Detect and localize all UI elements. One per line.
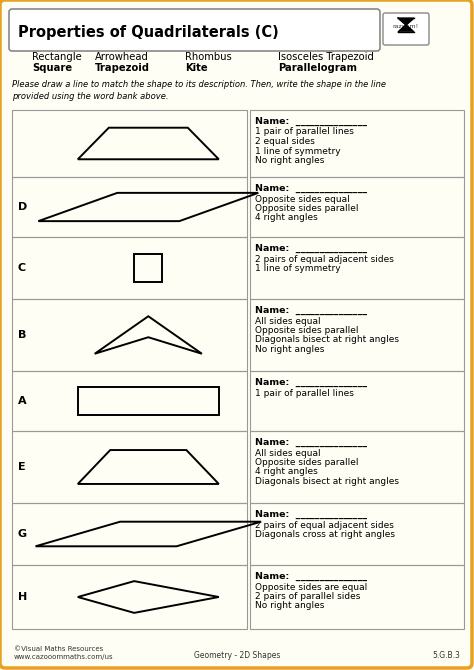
Bar <box>12 110 247 177</box>
Text: Name:  _______________: Name: _______________ <box>255 244 367 253</box>
Text: Kite: Kite <box>185 63 208 73</box>
Text: B: B <box>18 330 27 340</box>
Text: Arrowhead: Arrowhead <box>95 52 149 62</box>
Text: Geometry - 2D Shapes: Geometry - 2D Shapes <box>194 651 280 660</box>
Text: Diagonals bisect at right angles: Diagonals bisect at right angles <box>255 477 399 486</box>
Text: 1 pair of parallel lines: 1 pair of parallel lines <box>255 389 354 397</box>
Text: Opposite sides parallel: Opposite sides parallel <box>255 204 358 213</box>
Text: 2 pairs of equal adjacent sides: 2 pairs of equal adjacent sides <box>255 521 394 529</box>
Bar <box>250 431 464 503</box>
Text: No right angles: No right angles <box>255 602 324 610</box>
Text: Parallelogram: Parallelogram <box>278 63 357 73</box>
Text: 1 line of symmetry: 1 line of symmetry <box>255 147 341 155</box>
Text: Name:  _______________: Name: _______________ <box>255 510 367 519</box>
Text: Properties of Quadrilaterals (C): Properties of Quadrilaterals (C) <box>18 25 279 40</box>
Text: razoom!: razoom! <box>393 23 419 29</box>
Bar <box>250 237 464 299</box>
Bar <box>250 503 464 565</box>
FancyBboxPatch shape <box>383 13 429 45</box>
Bar <box>12 177 247 237</box>
Text: Name:  _______________: Name: _______________ <box>255 306 367 315</box>
FancyBboxPatch shape <box>9 9 380 51</box>
Text: Diagonals bisect at right angles: Diagonals bisect at right angles <box>255 336 399 344</box>
Text: Name:  _______________: Name: _______________ <box>255 572 367 581</box>
Text: Opposite sides are equal: Opposite sides are equal <box>255 582 367 592</box>
Text: Please draw a line to match the shape to its description. Then, write the shape : Please draw a line to match the shape to… <box>12 80 386 100</box>
Bar <box>78 387 219 415</box>
Bar <box>250 565 464 629</box>
Text: Name:  _______________: Name: _______________ <box>255 378 367 387</box>
Polygon shape <box>399 25 413 31</box>
Text: All sides equal: All sides equal <box>255 316 320 326</box>
Text: Diagonals cross at right angles: Diagonals cross at right angles <box>255 530 395 539</box>
Text: Rectangle: Rectangle <box>32 52 82 62</box>
Text: G: G <box>18 529 27 539</box>
Bar <box>250 299 464 371</box>
Bar <box>250 177 464 237</box>
Text: 1 line of symmetry: 1 line of symmetry <box>255 264 341 273</box>
Text: 2 equal sides: 2 equal sides <box>255 137 315 146</box>
Polygon shape <box>399 19 413 25</box>
Bar <box>12 371 247 431</box>
Text: D: D <box>18 202 27 212</box>
Text: Trapezoid: Trapezoid <box>95 63 150 73</box>
Text: Isosceles Trapezoid: Isosceles Trapezoid <box>278 52 374 62</box>
Text: 2 pairs of equal adjacent sides: 2 pairs of equal adjacent sides <box>255 255 394 263</box>
Text: Name:  _______________: Name: _______________ <box>255 184 367 193</box>
Bar <box>12 299 247 371</box>
Text: C: C <box>18 263 26 273</box>
Bar <box>250 371 464 431</box>
Bar <box>12 503 247 565</box>
Text: Opposite sides parallel: Opposite sides parallel <box>255 326 358 335</box>
Text: 1 pair of parallel lines: 1 pair of parallel lines <box>255 127 354 137</box>
Text: Name:  _______________: Name: _______________ <box>255 438 367 447</box>
Text: Opposite sides equal: Opposite sides equal <box>255 194 350 204</box>
Text: 2 pairs of parallel sides: 2 pairs of parallel sides <box>255 592 360 601</box>
Text: 4 right angles: 4 right angles <box>255 468 318 476</box>
Text: Name:  _______________: Name: _______________ <box>255 117 367 126</box>
Text: No right angles: No right angles <box>255 345 324 354</box>
Text: H: H <box>18 592 27 602</box>
Text: Square: Square <box>32 63 72 73</box>
Bar <box>12 565 247 629</box>
Text: A: A <box>18 396 27 406</box>
Text: 5.G.B.3: 5.G.B.3 <box>432 651 460 660</box>
Text: 4 right angles: 4 right angles <box>255 214 318 222</box>
Text: ©Visual Maths Resources
www.cazooommaths.com/us: ©Visual Maths Resources www.cazooommaths… <box>14 646 114 660</box>
Text: Opposite sides parallel: Opposite sides parallel <box>255 458 358 467</box>
Bar <box>135 254 162 282</box>
Text: All sides equal: All sides equal <box>255 448 320 458</box>
Text: Rhombus: Rhombus <box>185 52 232 62</box>
Text: No right angles: No right angles <box>255 156 324 165</box>
Bar <box>250 110 464 177</box>
Text: E: E <box>18 462 26 472</box>
Bar <box>12 431 247 503</box>
Bar <box>12 237 247 299</box>
